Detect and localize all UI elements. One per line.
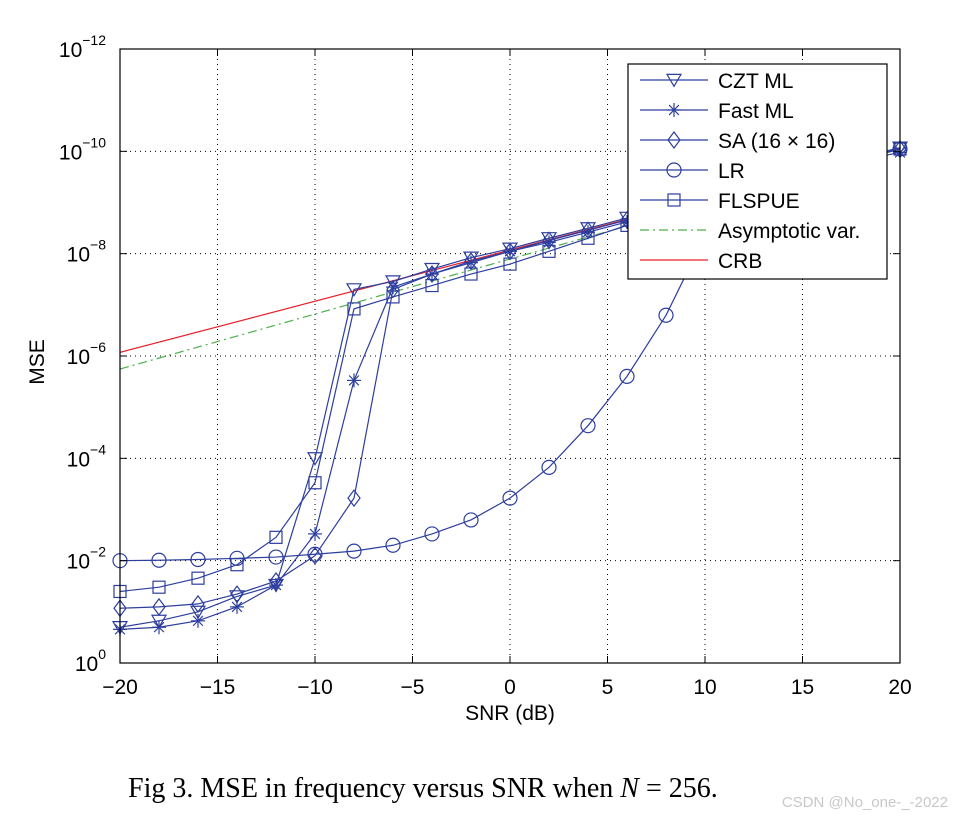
data-point-fast-ml bbox=[347, 373, 361, 388]
asterisk-stroke bbox=[153, 621, 165, 633]
x-tick-label: −15 bbox=[200, 676, 236, 699]
data-point-flspue bbox=[347, 302, 361, 316]
legend-label-fast-ml: Fast ML bbox=[718, 100, 794, 123]
y-tick-label: 10−10 bbox=[59, 134, 106, 164]
data-point-lr bbox=[385, 537, 401, 553]
asterisk-stroke bbox=[465, 257, 477, 269]
data-point-lr bbox=[502, 490, 518, 506]
data-point-lr bbox=[658, 307, 674, 323]
asterisk-stroke bbox=[192, 615, 204, 627]
legend-marker-flspue bbox=[667, 193, 681, 207]
x-tick-label: 20 bbox=[888, 676, 911, 699]
legend-item-crb: CRB bbox=[640, 250, 762, 273]
legend-item-flspue: FLSPUE bbox=[640, 190, 800, 213]
data-point-flspue bbox=[464, 267, 478, 281]
x-tick-label: −20 bbox=[102, 676, 138, 699]
data-point-fast-ml bbox=[152, 620, 166, 635]
data-point-fast-ml bbox=[191, 613, 205, 628]
data-point-flspue bbox=[152, 580, 166, 594]
legend-label-lr: LR bbox=[718, 160, 745, 183]
asterisk-stroke bbox=[348, 375, 360, 386]
data-point-flspue bbox=[269, 530, 283, 544]
legend-item-asymptotic-var: Asymptotic var. bbox=[640, 220, 860, 243]
data-point-lr bbox=[463, 512, 479, 528]
legend-label-crb: CRB bbox=[718, 250, 762, 273]
y-tick-label: 10−6 bbox=[67, 339, 107, 369]
legend-label-czt-ml: CZT ML bbox=[718, 70, 793, 93]
asterisk-stroke bbox=[270, 579, 282, 591]
data-point-flspue bbox=[581, 231, 595, 245]
legend-label-asymptotic-var: Asymptotic var. bbox=[718, 220, 860, 243]
x-tick-label: 10 bbox=[693, 676, 716, 699]
legend-item-fast-ml: Fast ML bbox=[640, 100, 794, 123]
legend-marker-czt-ml bbox=[665, 73, 683, 88]
data-point-lr bbox=[619, 368, 635, 384]
data-point-flspue bbox=[386, 290, 400, 304]
x-axis-label: SNR (dB) bbox=[465, 702, 555, 725]
y-tick-label: 10−8 bbox=[67, 237, 107, 267]
data-point-flspue bbox=[230, 558, 244, 572]
y-axis-label: MSE bbox=[26, 339, 49, 385]
legend-item-sa-16-16: SA (16 × 16) bbox=[640, 130, 835, 153]
asterisk-stroke bbox=[668, 104, 680, 116]
x-tick-label: −10 bbox=[297, 676, 333, 699]
caption-text: Fig 3. MSE in frequency versus SNR when bbox=[128, 773, 620, 804]
legend-item-czt-ml: CZT ML bbox=[640, 70, 793, 93]
data-point-sa-16-16 bbox=[425, 265, 439, 284]
figure-caption: Fig 3. MSE in frequency versus SNR when … bbox=[128, 773, 718, 804]
data-point-czt-ml bbox=[423, 262, 441, 277]
asterisk-stroke bbox=[231, 601, 243, 613]
legend-marker-fast-ml bbox=[667, 103, 681, 117]
legend-marker-sa-16-16 bbox=[667, 131, 681, 149]
data-point-flspue bbox=[425, 278, 439, 293]
data-point-sa-16-16 bbox=[152, 597, 166, 616]
legend-marker-lr bbox=[666, 162, 682, 178]
watermark: CSDN @No_one-_-2022 bbox=[782, 794, 948, 811]
data-point-sa-16-16 bbox=[503, 242, 517, 261]
axis-ticks: −20 −15 −10 −5 0 5 10 15 20 100 10−2 10−4 10−6 10−8 10… bbox=[59, 32, 912, 699]
data-point-flspue bbox=[308, 476, 322, 490]
data-point-sa-16-16 bbox=[191, 594, 205, 613]
data-point-czt-ml bbox=[306, 452, 324, 466]
data-point-flspue bbox=[542, 244, 556, 258]
legend: CZT ML Fast ML SA (16 × 16) LR FLSPUE Asympto… bbox=[627, 63, 888, 280]
data-point-czt-ml bbox=[189, 605, 207, 620]
data-point-sa-16-16 bbox=[542, 231, 556, 250]
data-point-lr bbox=[151, 552, 167, 568]
data-point-sa-16-16 bbox=[230, 585, 244, 604]
x-tick-label: 0 bbox=[504, 676, 516, 699]
x-tick-label: 5 bbox=[602, 676, 614, 699]
data-point-czt-ml bbox=[384, 275, 402, 289]
legend-label-sa-16-16: SA (16 × 16) bbox=[718, 130, 835, 153]
data-point-fast-ml bbox=[308, 526, 322, 541]
y-tick-label: 10−2 bbox=[67, 544, 107, 574]
data-point-sa-16-16 bbox=[308, 546, 322, 565]
data-point-sa-16-16 bbox=[347, 489, 361, 508]
caption-value: = 256. bbox=[639, 773, 718, 804]
y-tick-label: 10−12 bbox=[59, 32, 106, 62]
data-point-czt-ml bbox=[345, 283, 363, 297]
data-point-flspue bbox=[191, 571, 205, 585]
data-point-lr bbox=[541, 459, 557, 475]
x-tick-label: −5 bbox=[401, 676, 425, 699]
x-tick-label: 15 bbox=[791, 676, 814, 699]
data-point-lr bbox=[580, 418, 596, 434]
asterisk-stroke bbox=[309, 528, 321, 540]
data-point-lr bbox=[346, 543, 362, 559]
legend-box bbox=[627, 63, 888, 280]
y-tick-label: 100 bbox=[75, 646, 106, 676]
data-point-lr bbox=[307, 546, 323, 562]
data-point-lr bbox=[190, 551, 206, 568]
legend-label-flspue: FLSPUE bbox=[718, 190, 800, 213]
data-point-flspue bbox=[503, 257, 517, 271]
data-point-lr bbox=[268, 549, 284, 565]
caption-variable: N bbox=[619, 773, 640, 804]
data-point-sa-16-16 bbox=[464, 252, 478, 271]
y-tick-label: 10−4 bbox=[67, 441, 107, 471]
legend-item-lr: LR bbox=[640, 160, 745, 183]
data-point-sa-16-16 bbox=[269, 572, 283, 591]
data-point-lr bbox=[424, 526, 440, 542]
